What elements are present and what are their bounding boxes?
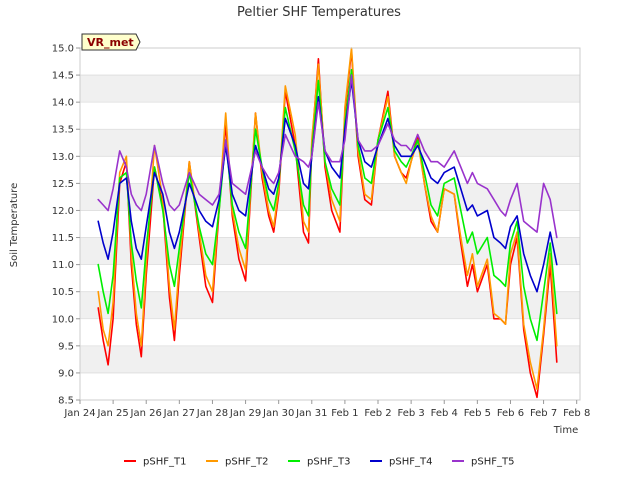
y-tick-label: 9.5 bbox=[58, 341, 74, 352]
x-tick-label: Feb 5 bbox=[464, 408, 491, 419]
background-band bbox=[80, 237, 580, 265]
site-badge-box bbox=[81, 33, 141, 51]
x-tick-label: Jan 27 bbox=[163, 408, 195, 419]
legend-label-pSHF_T1: pSHF_T1 bbox=[143, 457, 186, 468]
background-band bbox=[80, 291, 580, 319]
y-tick-label: 13.0 bbox=[52, 152, 74, 163]
y-tick-label: 12.5 bbox=[52, 179, 74, 190]
chart-title: Peltier SHF Temperatures bbox=[237, 5, 401, 20]
x-tick-label: Jan 29 bbox=[229, 408, 261, 419]
y-tick-label: 10.5 bbox=[52, 287, 74, 298]
y-tick-label: 8.5 bbox=[58, 396, 74, 407]
background-band bbox=[80, 318, 580, 346]
y-tick-label: 15.0 bbox=[52, 44, 74, 55]
series-group bbox=[97, 47, 558, 399]
site-label: VR_met bbox=[87, 36, 134, 49]
y-tick-label: 12.0 bbox=[52, 206, 74, 217]
legend-label-pSHF_T5: pSHF_T5 bbox=[471, 457, 514, 468]
x-tick-label: Feb 7 bbox=[530, 408, 557, 419]
background-band bbox=[80, 264, 580, 292]
series-line-pSHF_T3 bbox=[97, 68, 558, 342]
background-band bbox=[80, 102, 580, 130]
x-tick-label: Feb 2 bbox=[364, 408, 391, 419]
x-tick-label: Jan 25 bbox=[96, 408, 128, 419]
y-axis: 8.5 9.0 9.5 10.0 10.5 11.0 11.5 12.0 12.5 13.0 13.… bbox=[52, 44, 80, 407]
background-band bbox=[80, 129, 580, 157]
site-badge: VR_met bbox=[81, 33, 141, 51]
y-tick-label: 9.0 bbox=[58, 368, 74, 379]
y-tick-label: 14.5 bbox=[52, 71, 74, 82]
y-tick-label: 11.5 bbox=[52, 233, 74, 244]
x-tick-label: Jan 24 bbox=[63, 408, 95, 419]
background-band bbox=[80, 345, 580, 373]
x-tick-label: Feb 1 bbox=[331, 408, 358, 419]
x-tick-label: Feb 3 bbox=[398, 408, 425, 419]
y-tick-label: 10.0 bbox=[52, 314, 74, 325]
plot-area-border bbox=[79, 47, 581, 401]
x-tick-label: Jan 26 bbox=[130, 408, 162, 419]
y-tick-label: 14.0 bbox=[52, 98, 74, 109]
y-tick-label: 13.5 bbox=[52, 125, 74, 136]
legend-label-pSHF_T4: pSHF_T4 bbox=[389, 457, 432, 468]
background-band bbox=[80, 48, 580, 76]
background-bands bbox=[80, 48, 580, 400]
x-tick-label: Jan 30 bbox=[262, 408, 294, 419]
series-line-pSHF_T5 bbox=[97, 74, 558, 239]
background-band bbox=[80, 372, 580, 400]
y-axis-title: Soil Temperature bbox=[9, 183, 20, 268]
x-tick-label: Feb 8 bbox=[563, 408, 590, 419]
legend: pSHF_T1 pSHF_T2 pSHF_T3 pSHF_T4 pSHF_T5 bbox=[124, 457, 514, 468]
x-tick-label: Feb 4 bbox=[431, 408, 458, 419]
legend-label-pSHF_T2: pSHF_T2 bbox=[225, 457, 268, 468]
y-tick-label: 11.0 bbox=[52, 260, 74, 271]
x-tick-label: Jan 28 bbox=[196, 408, 228, 419]
background-band bbox=[80, 75, 580, 103]
legend-label-pSHF_T3: pSHF_T3 bbox=[307, 457, 350, 468]
x-tick-label: Feb 6 bbox=[497, 408, 524, 419]
x-tick-label: Jan 31 bbox=[295, 408, 327, 419]
x-axis-title: Time bbox=[553, 425, 578, 436]
x-axis: Jan 24 Jan 25 Jan 26 Jan 27 Jan 28 Jan 29 Jan … bbox=[63, 400, 590, 419]
